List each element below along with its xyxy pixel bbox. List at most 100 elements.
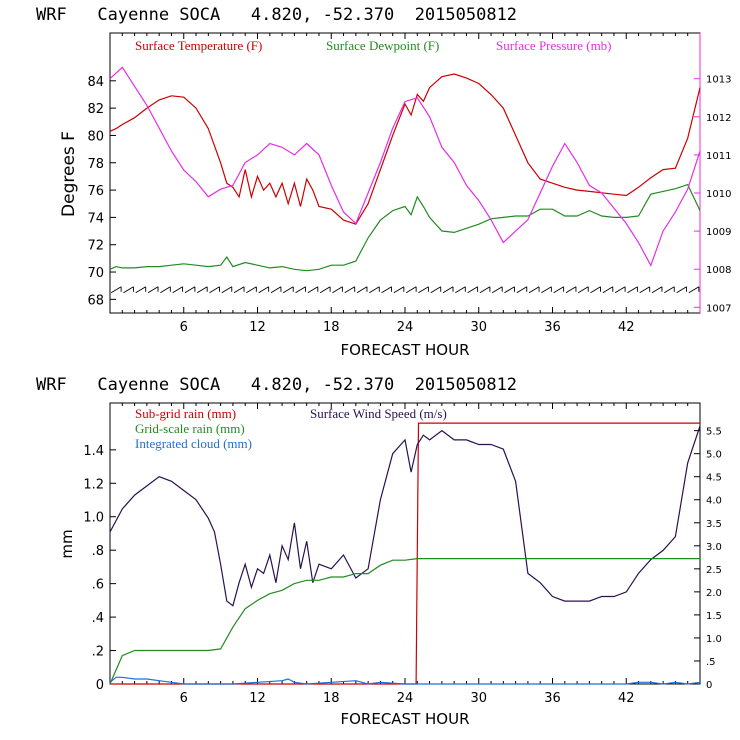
x-tick-label: 24 [397, 320, 414, 335]
x-tick-label: 12 [249, 320, 266, 335]
upper-x-axis-label: FORECAST HOUR [340, 341, 469, 359]
wind-barb [233, 286, 245, 294]
wind-barb [455, 286, 466, 294]
wind-barb [442, 286, 454, 294]
wind-barb [528, 286, 540, 294]
wind-barb [270, 286, 282, 294]
wind-barb [688, 286, 700, 294]
wind-barb [577, 286, 589, 294]
wind-barb [516, 286, 528, 294]
lower-legend-integrated-cloud: Integrated cloud (mm) [135, 436, 252, 451]
wind-barb [676, 286, 687, 294]
wind-barb [110, 286, 122, 294]
y-tick-label: 76 [87, 184, 104, 199]
series-line-surface-pressure-mb [109, 66, 701, 267]
wind-barb [430, 286, 441, 294]
upper-y-axis-label: Degrees F [59, 131, 79, 217]
wind-barb [393, 286, 405, 294]
x-tick-label: 18 [323, 691, 340, 706]
y2-tick-label: 1012 [706, 113, 731, 124]
wind-barb [282, 286, 294, 294]
y2-tick-label: 2.5 [706, 565, 722, 576]
series-line-integrated-cloud-mm [109, 676, 701, 685]
wind-barb [147, 286, 159, 294]
x-tick-label: 36 [544, 320, 561, 335]
wind-barb [553, 286, 564, 294]
wind-barb [221, 286, 233, 294]
wind-barb [123, 286, 134, 294]
x-tick-label: 6 [180, 691, 188, 706]
x-tick-label: 42 [618, 320, 635, 335]
upper-legend-temperature: Surface Temperature (F) [135, 38, 262, 53]
wind-barb [504, 286, 515, 294]
lower-legend-wind-speed: Surface Wind Speed (m/s) [310, 406, 447, 421]
wind-barb [196, 286, 208, 294]
y2-tick-label: 4.5 [706, 473, 722, 484]
wind-barb [639, 286, 650, 294]
wind-barb [381, 286, 392, 294]
wind-barb [184, 286, 196, 294]
upper-panel: WRF Cayenne SOCA 4.820, -52.370 20150508… [36, 5, 731, 359]
lower-legend-subgrid-rain: Sub-grid rain (mm) [135, 406, 236, 421]
x-tick-label: 18 [323, 320, 340, 335]
wind-barb [664, 286, 675, 294]
y2-tick-label: 3.0 [706, 542, 722, 553]
y-tick-label: 72 [87, 239, 104, 254]
x-tick-label: 42 [618, 691, 635, 706]
wind-barb [491, 286, 503, 294]
wind-barb [172, 286, 183, 294]
upper-chart-title: WRF Cayenne SOCA 4.820, -52.370 20150508… [36, 5, 517, 25]
wind-barbs-row [110, 286, 700, 294]
wind-barb [332, 286, 343, 294]
y2-tick-label: .5 [706, 657, 716, 668]
y2-tick-label: 1009 [706, 227, 731, 238]
series-line-sub-grid-rain-mm [110, 422, 700, 685]
lower-y-axis-label: mm [58, 529, 76, 558]
x-tick-label: 30 [470, 320, 487, 335]
series-line-surface-wind-speed-m-s [109, 425, 701, 607]
series-line-surface-dewpoint-f [109, 183, 701, 272]
wind-barb [467, 286, 478, 294]
y-tick-label: 1.2 [83, 477, 104, 492]
y2-tick-label: 1011 [706, 151, 731, 162]
y-tick-label: .4 [92, 611, 104, 626]
x-tick-label: 30 [470, 691, 487, 706]
y-tick-label: 0 [96, 678, 104, 693]
wind-barb [614, 286, 626, 294]
y-tick-label: 1.4 [83, 444, 104, 459]
wind-barb [295, 286, 306, 294]
y-tick-label: 70 [87, 266, 104, 281]
wind-barb [209, 286, 220, 294]
wind-barb [627, 286, 638, 294]
wind-barb [135, 286, 146, 294]
x-tick-label: 36 [544, 691, 561, 706]
wind-barb [246, 286, 257, 294]
y2-tick-label: 4.0 [706, 496, 722, 507]
wind-barb [356, 286, 368, 294]
wind-barb [541, 286, 552, 294]
y-tick-label: 1.0 [83, 511, 104, 526]
y2-tick-label: 1013 [706, 75, 731, 86]
wind-barb [369, 286, 380, 294]
y2-tick-label: 2.0 [706, 588, 722, 599]
lower-x-axis-label: FORECAST HOUR [340, 710, 469, 728]
lower-panel: WRF Cayenne SOCA 4.820, -52.370 20150508… [36, 375, 722, 728]
wind-barb [479, 286, 491, 294]
wind-barb [258, 286, 269, 294]
wind-barb [160, 286, 171, 294]
wind-barb [651, 286, 663, 294]
wind-barb [405, 286, 417, 294]
y2-tick-label: 1.0 [706, 634, 722, 645]
y2-tick-label: 1010 [706, 189, 731, 200]
y-tick-label: .2 [92, 645, 104, 660]
upper-plot-frame [109, 32, 701, 314]
x-tick-label: 6 [180, 320, 188, 335]
y2-tick-label: 1007 [706, 303, 731, 314]
wind-barb [344, 286, 355, 294]
y2-tick-label: 3.5 [706, 519, 722, 530]
y-tick-label: .8 [92, 544, 104, 559]
wind-barb [590, 286, 601, 294]
y2-tick-label: 1.5 [706, 611, 722, 622]
y-tick-label: 78 [87, 157, 104, 172]
